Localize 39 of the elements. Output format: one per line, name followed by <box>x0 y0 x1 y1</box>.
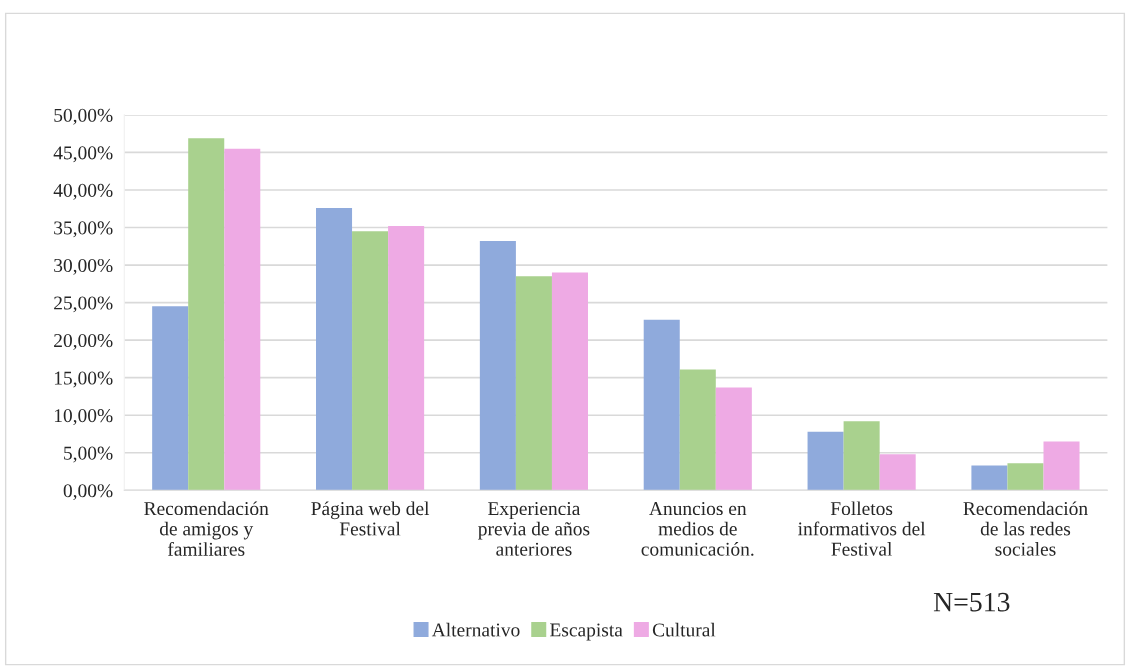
legend-label: Cultural <box>652 622 716 637</box>
bar <box>316 208 353 491</box>
bar <box>1007 463 1044 491</box>
y-tick-label: 40,00% <box>53 183 113 200</box>
x-tick-label: Experiencia previa de años anteriores <box>478 502 590 556</box>
bar <box>971 465 1008 491</box>
x-tick-label: Recomendación de las redes sociales <box>963 501 1088 556</box>
bar <box>551 272 588 491</box>
bar <box>1043 441 1080 491</box>
bar <box>479 241 516 491</box>
legend-label: Escapista <box>550 623 623 641</box>
y-tick-label: 20,00% <box>54 333 113 350</box>
x-tick-label: Recomendación de amigos y familiares <box>144 501 269 556</box>
bar <box>679 369 716 491</box>
y-tick-label: 45,00% <box>53 146 113 163</box>
bar <box>807 431 844 491</box>
bar <box>715 387 752 491</box>
bar <box>188 138 225 491</box>
y-tick-label: 10,00% <box>54 409 113 425</box>
bar <box>879 454 916 491</box>
y-tick-label: 30,00% <box>54 258 113 275</box>
bar <box>152 306 189 491</box>
bar <box>352 231 389 491</box>
y-tick-label: 15,00% <box>54 371 113 388</box>
bar <box>515 276 552 491</box>
y-tick-label: 0,00% <box>63 484 113 501</box>
y-tick-label: 25,00% <box>54 296 113 313</box>
bar <box>843 421 880 491</box>
bar <box>224 148 261 491</box>
y-tick-label: 50,00% <box>54 108 113 125</box>
legend-label: Alternativo <box>431 622 520 637</box>
text: N=513 <box>933 592 1010 612</box>
y-tick-label: 5,00% <box>64 446 113 463</box>
x-tick-label: Página web del Festival <box>311 501 430 536</box>
x-tick-label: Folletos informativos del Festival <box>798 501 926 556</box>
bar <box>643 319 680 491</box>
y-tick-label: 35,00% <box>54 221 113 238</box>
bar <box>388 226 425 491</box>
x-tick-label: Anuncios en medios de comunicación. <box>641 502 754 556</box>
